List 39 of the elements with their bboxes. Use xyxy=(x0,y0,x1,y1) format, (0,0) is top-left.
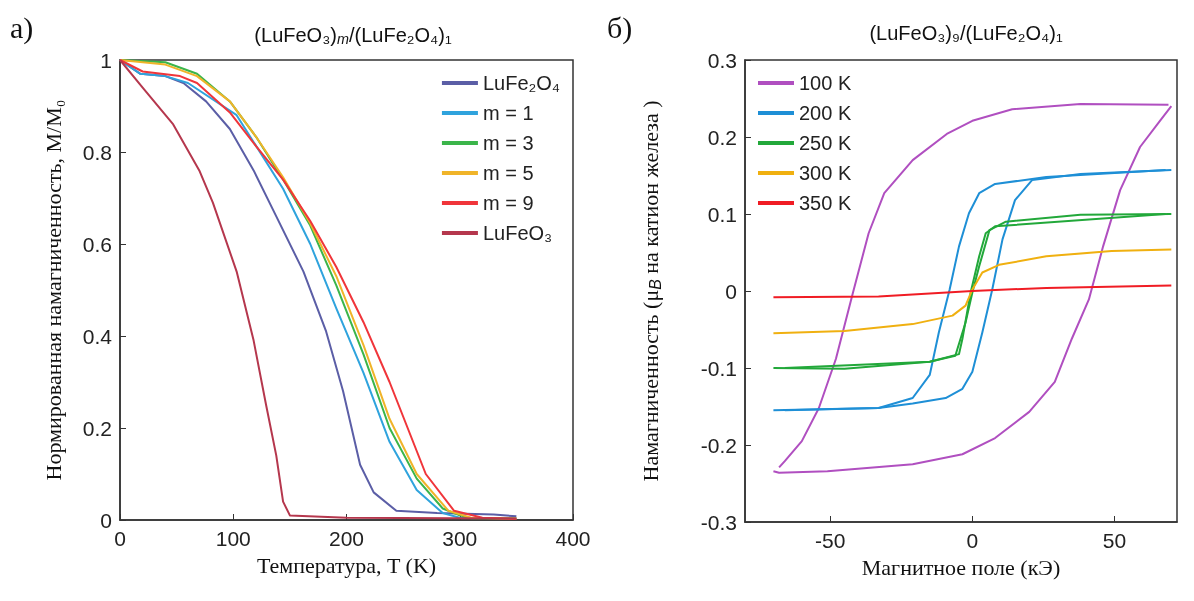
legend-label: 100 K xyxy=(799,72,852,94)
legend-label: m = 3 xyxy=(482,132,534,154)
x-axis-title: Магнитное поле (кЭ) xyxy=(861,554,1061,580)
legend-label: 300 K xyxy=(799,162,852,184)
y-tick-label: 0.2 xyxy=(707,125,737,149)
y-tick-label: 0.3 xyxy=(707,48,737,72)
y-tick-label: 0 xyxy=(725,279,737,303)
legend-label: m = 9 xyxy=(482,192,534,214)
y-tick-label: 0.6 xyxy=(82,232,112,256)
text: б) xyxy=(607,10,633,45)
y-tick-label: 0 xyxy=(100,508,112,532)
text: a) xyxy=(10,10,34,45)
y-tick-label: 1 xyxy=(100,48,112,72)
legend-label: 200 K xyxy=(799,102,852,124)
x-tick-label: 100 xyxy=(215,527,251,550)
legend-label: LuFeO₃ xyxy=(482,222,553,244)
y-axis-title: Намагниченность (μB на катион железа ) xyxy=(637,100,664,482)
x-axis-title: Температура, T (K) xyxy=(256,552,437,578)
x-tick-label: 0 xyxy=(114,527,126,550)
y-tick-label: 0.4 xyxy=(82,324,113,348)
legend-label: 350 K xyxy=(799,192,852,214)
legend-label: m = 5 xyxy=(482,162,534,184)
chart-title: (LuFeO₃)₉/(LuFe₂O₄)₁ xyxy=(869,22,1063,44)
x-tick-label: 300 xyxy=(442,527,478,550)
y-tick-label: 0.2 xyxy=(82,416,112,440)
y-tick-label: 0.1 xyxy=(707,202,737,226)
legend-label: 250 K xyxy=(799,132,852,154)
legend-label: m = 1 xyxy=(482,102,534,124)
y-tick-label: -0.3 xyxy=(700,510,737,534)
y-tick-label: -0.2 xyxy=(700,433,737,457)
x-tick-label: -50 xyxy=(815,529,846,552)
y-tick-label: -0.1 xyxy=(700,356,737,380)
legend-label: LuFe₂O₄ xyxy=(482,72,561,94)
x-tick-label: 0 xyxy=(966,529,979,552)
y-tick-label: 0.8 xyxy=(82,140,112,164)
x-tick-label: 400 xyxy=(555,527,591,550)
x-tick-label: 200 xyxy=(328,527,365,550)
x-tick-label: 50 xyxy=(1102,529,1127,552)
y-axis-title: Нормированная намагниченность, M/M₀ xyxy=(40,99,66,481)
